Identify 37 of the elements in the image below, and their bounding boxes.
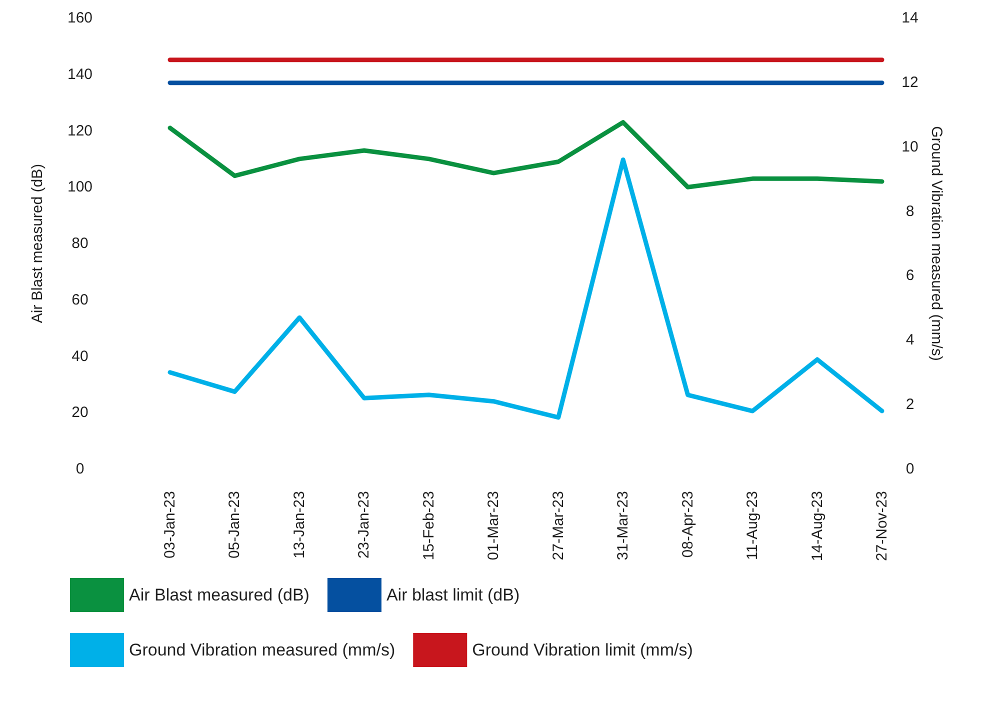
y-tick-label: 20 [72, 404, 88, 422]
y2-tick-label: 6 [906, 267, 914, 284]
x-tick-label: 01-Mar-23 [485, 491, 502, 560]
y-tick-label: 100 [67, 178, 93, 196]
x-tick-label: 15-Feb-23 [420, 491, 438, 560]
legend-label: Ground Vibration limit (mm/s) [472, 640, 693, 660]
legend-label: Air blast limit (dB) [386, 586, 520, 604]
y2-tick-label: 12 [902, 74, 918, 91]
x-tick-label: 11-Aug-23 [744, 491, 762, 560]
y-tick-label: 120 [67, 122, 93, 140]
y2-axis-title: Ground Vibration measured (mm/s) [928, 126, 946, 361]
x-tick-label: 08-Apr-23 [679, 491, 696, 558]
y2-tick-label: 8 [906, 202, 914, 220]
x-tick-label: 05-Jan-23 [226, 491, 244, 559]
line-series [168, 120, 884, 190]
y2-tick-label: 2 [906, 396, 914, 414]
line-series [168, 157, 884, 420]
y-tick-label: 80 [72, 235, 88, 252]
y-tick-label: 40 [72, 348, 88, 365]
x-tick-label: 23-Jan-23 [356, 491, 373, 559]
y-tick-label: 160 [67, 10, 93, 26]
y-axis-title: Air Blast measured (dB) [29, 164, 46, 324]
y2-tick-label: 10 [902, 138, 918, 156]
x-tick-label: 14-Aug-23 [808, 491, 826, 562]
y-tick-label: 60 [72, 291, 88, 308]
y2-tick-label: 14 [902, 10, 918, 26]
y2-tick-label: 0 [906, 460, 914, 478]
y-tick-label: 140 [67, 66, 93, 83]
legend-label: Air Blast measured (dB) [129, 586, 310, 604]
x-tick-label: 31-Mar-23 [614, 491, 632, 560]
y2-tick-label: 4 [906, 332, 914, 349]
legend-label: Ground Vibration measured (mm/s) [129, 640, 396, 660]
x-tick-label: 13-Jan-23 [290, 491, 308, 559]
x-tick-label: 27-Mar-23 [550, 491, 567, 560]
y-tick-label: 0 [76, 460, 84, 478]
x-tick-label: 03-Jan-23 [162, 491, 178, 559]
x-tick-label: 27-Nov-23 [874, 491, 890, 562]
